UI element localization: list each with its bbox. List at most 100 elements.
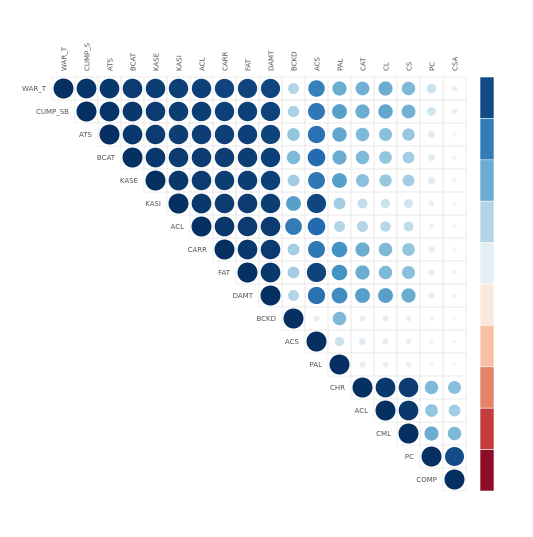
corr-circle — [356, 174, 369, 187]
corr-circle — [428, 269, 435, 276]
column-label: CARR — [222, 51, 230, 71]
legend-swatch — [479, 407, 495, 450]
corr-circle — [122, 101, 143, 122]
corr-circle — [237, 262, 258, 283]
corr-circle — [445, 447, 464, 466]
corr-circle — [214, 170, 235, 191]
corr-circle — [357, 198, 368, 209]
row-label: COMP — [416, 476, 437, 484]
column-label: CSA — [452, 57, 460, 71]
column-label: KASE — [153, 53, 161, 71]
corr-circle — [260, 78, 281, 99]
column-label: ACL — [199, 57, 207, 71]
row-label: CARR — [188, 246, 208, 254]
corr-circle — [306, 193, 327, 214]
corr-circle — [402, 174, 415, 187]
corr-circle — [285, 218, 302, 235]
corr-circle — [452, 224, 457, 229]
corr-circle — [355, 81, 370, 96]
corr-circle — [402, 266, 415, 279]
corr-circle — [145, 124, 166, 145]
column-label: PC — [429, 62, 437, 71]
corr-circle — [145, 147, 166, 168]
corr-circle — [355, 150, 370, 165]
grid-cell — [442, 467, 467, 492]
corr-circle — [429, 362, 434, 367]
corr-circle — [260, 170, 281, 191]
row-label: ATS — [79, 131, 93, 139]
corr-circle — [191, 147, 212, 168]
corr-circle — [452, 155, 457, 160]
corr-circle — [452, 201, 457, 206]
corr-circle — [286, 196, 301, 211]
corr-circle — [191, 101, 212, 122]
corr-circle — [427, 107, 436, 116]
corr-circle — [260, 147, 281, 168]
corr-circle — [237, 78, 258, 99]
column-label: BCAT — [130, 52, 138, 71]
row-label: ACL — [171, 223, 185, 231]
column-label: ACS — [314, 56, 322, 71]
row-label: KASE — [120, 177, 138, 185]
corr-circle — [308, 103, 325, 120]
corr-circle — [288, 290, 299, 301]
corr-circle — [378, 104, 393, 119]
corr-circle — [332, 173, 347, 188]
corr-circle — [452, 293, 457, 298]
corr-circle — [288, 83, 299, 94]
corr-circle — [355, 265, 370, 280]
corr-circle — [260, 216, 281, 237]
corr-circle — [404, 199, 413, 208]
corr-circle — [375, 377, 396, 398]
corr-circle — [287, 174, 300, 187]
corr-circle — [214, 101, 235, 122]
corr-circle — [332, 150, 347, 165]
corr-circle — [429, 339, 434, 344]
legend-swatch — [479, 242, 495, 285]
corr-circle — [355, 104, 370, 119]
corr-circle — [444, 469, 465, 490]
corr-circle — [76, 78, 97, 99]
corr-circle — [260, 239, 281, 260]
corr-circle — [260, 124, 281, 145]
corr-circle — [306, 262, 327, 283]
corr-circle — [237, 124, 258, 145]
corr-circle — [307, 217, 326, 236]
corr-circle — [260, 285, 281, 306]
corr-circle — [352, 377, 373, 398]
corr-circle — [287, 128, 300, 141]
corr-circle — [260, 101, 281, 122]
corr-circle — [452, 316, 457, 321]
corr-circle — [122, 147, 143, 168]
corr-circle — [359, 315, 366, 322]
corr-circle — [428, 131, 435, 138]
legend-swatch — [479, 325, 495, 368]
corr-circle — [332, 311, 347, 326]
corr-circle — [379, 151, 392, 164]
corr-circle — [403, 221, 414, 232]
corr-circle — [76, 101, 97, 122]
corr-circle — [214, 124, 235, 145]
corr-circle — [313, 315, 320, 322]
corr-circle — [306, 331, 327, 352]
corr-circle — [214, 193, 235, 214]
corr-circle — [401, 104, 416, 119]
corr-circle — [357, 221, 368, 232]
corr-circle — [145, 101, 166, 122]
corr-circle — [307, 148, 326, 167]
corr-circle — [122, 78, 143, 99]
corr-circle — [237, 216, 258, 237]
corr-circle — [308, 172, 325, 189]
column-label: KASI — [176, 55, 184, 71]
label-layer: WAR_T CUMP_S ATS BCAT KASE KASI ACL CARR FAT DAMT… — [22, 42, 459, 484]
corr-circle — [260, 262, 281, 283]
column-label: DAMT — [268, 50, 276, 71]
corr-circle — [428, 200, 435, 207]
corr-circle — [307, 125, 326, 144]
column-label: CL — [383, 62, 391, 71]
corr-circle — [331, 264, 348, 281]
corr-circle — [99, 101, 120, 122]
corr-circle — [308, 80, 325, 97]
